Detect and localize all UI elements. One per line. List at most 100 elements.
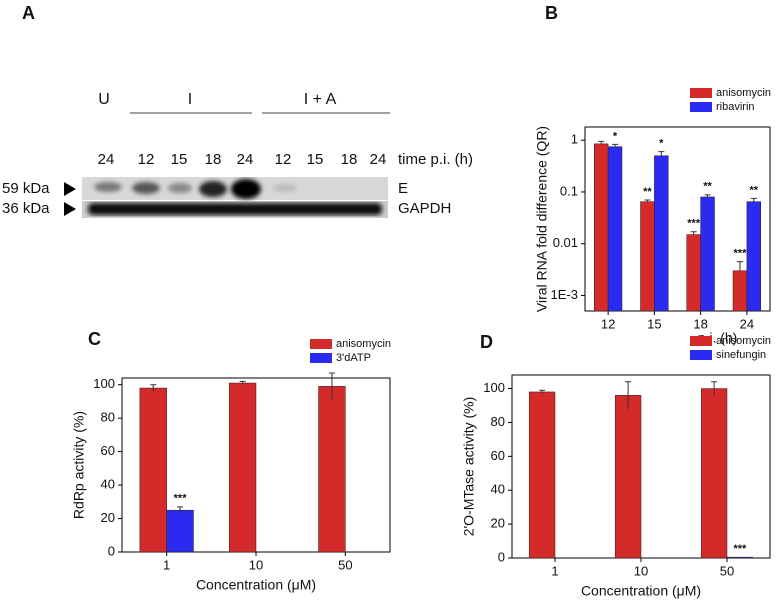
bands bbox=[94, 179, 297, 199]
y-axis-label: Viral RNA fold difference (QR) bbox=[534, 126, 550, 312]
x-tick-label: 1 bbox=[551, 563, 558, 578]
y-tick-label: 40 bbox=[491, 482, 505, 497]
bar bbox=[732, 270, 748, 312]
significance: * bbox=[659, 138, 664, 150]
arrow bbox=[64, 202, 76, 216]
bar bbox=[607, 146, 623, 312]
panel-label: D bbox=[480, 332, 493, 352]
y-tick-label: 100 bbox=[483, 380, 505, 395]
row-name: GAPDH bbox=[398, 200, 451, 217]
y-tick-label: 60 bbox=[491, 448, 505, 463]
bar bbox=[640, 201, 655, 312]
significance: *** bbox=[174, 493, 188, 505]
error-bar bbox=[612, 143, 619, 147]
x-tick-label: 15 bbox=[647, 316, 661, 331]
error-bar bbox=[750, 197, 757, 202]
error-bar bbox=[690, 231, 697, 235]
error-bar bbox=[658, 151, 665, 156]
y-tick-label: 1E-3 bbox=[551, 287, 578, 302]
y-tick-label: 40 bbox=[101, 477, 115, 492]
significance: * bbox=[613, 130, 618, 142]
error-bar bbox=[150, 384, 157, 392]
panel-label: B bbox=[545, 3, 558, 23]
row-size: 36 kDa bbox=[2, 200, 50, 217]
x-tick-label: 50 bbox=[720, 563, 734, 578]
bar bbox=[746, 201, 761, 312]
arrow bbox=[64, 182, 76, 196]
group-label: U bbox=[98, 91, 110, 108]
error-bar bbox=[328, 372, 335, 400]
significance: ** bbox=[750, 184, 759, 196]
bar bbox=[228, 382, 257, 553]
row-name: E bbox=[398, 180, 408, 197]
bar bbox=[686, 234, 701, 312]
y-tick-label: 100 bbox=[93, 376, 115, 391]
panel-label: C bbox=[88, 329, 101, 349]
x-tick-label: 50 bbox=[338, 557, 352, 572]
legend-swatch bbox=[690, 350, 712, 360]
x-tick-label: 1 bbox=[163, 557, 170, 572]
y-tick-label: 80 bbox=[101, 410, 115, 425]
lane-label: 24 bbox=[98, 151, 115, 168]
error-bar bbox=[625, 381, 632, 409]
y-axis-label: RdRp activity (%) bbox=[71, 411, 87, 519]
lane-label: 15 bbox=[307, 151, 324, 168]
significance: *** bbox=[733, 543, 747, 555]
bar bbox=[614, 395, 642, 559]
error-bar bbox=[598, 140, 605, 144]
error-bar bbox=[539, 389, 546, 394]
lane-label: 24 bbox=[370, 151, 387, 168]
x-tick-label: 12 bbox=[601, 316, 615, 331]
bar bbox=[528, 391, 556, 559]
y-tick-label: 60 bbox=[101, 443, 115, 458]
y-tick-label: 20 bbox=[491, 516, 505, 531]
y-tick-label: 0.01 bbox=[553, 235, 578, 250]
lane-label: 18 bbox=[341, 151, 358, 168]
bar bbox=[654, 155, 669, 312]
y-tick-label: 1 bbox=[571, 132, 578, 147]
lane-label: 12 bbox=[275, 151, 292, 168]
significance: *** bbox=[687, 218, 701, 230]
legend-swatch bbox=[690, 336, 712, 346]
error-bar bbox=[711, 381, 718, 396]
group-label: I + A bbox=[304, 91, 337, 108]
row-size: 59 kDa bbox=[2, 180, 50, 197]
lane-label: 18 bbox=[205, 151, 222, 168]
x-tick-label: 10 bbox=[634, 563, 648, 578]
significance: *** bbox=[734, 248, 748, 260]
significance: ** bbox=[643, 186, 652, 198]
x-tick-label: 10 bbox=[249, 557, 263, 572]
bar bbox=[700, 388, 728, 559]
y-tick-label: 0.1 bbox=[560, 183, 578, 198]
lane-label: 15 bbox=[171, 151, 188, 168]
error-bar bbox=[644, 199, 651, 202]
bar bbox=[318, 386, 346, 553]
error-bar bbox=[704, 194, 711, 197]
group-label: I bbox=[188, 91, 192, 108]
x-tick-label: 24 bbox=[740, 316, 754, 331]
error-bar bbox=[736, 261, 743, 271]
y-axis-label: 2'O-MTase activity (%) bbox=[461, 397, 477, 537]
legend-swatch bbox=[690, 102, 712, 112]
x-axis-label: Concentration (μM) bbox=[196, 577, 316, 593]
x-axis-label: Concentration (μM) bbox=[581, 583, 701, 599]
error-bar bbox=[239, 380, 246, 385]
legend-swatch bbox=[310, 353, 332, 363]
bar bbox=[166, 509, 194, 553]
bar bbox=[594, 143, 609, 312]
legend-swatch bbox=[690, 88, 712, 98]
legend-label: 3'dATP bbox=[336, 352, 371, 364]
lane-label: 12 bbox=[138, 151, 155, 168]
y-tick-label: 0 bbox=[108, 543, 115, 558]
x-tick-label: 18 bbox=[693, 316, 707, 331]
y-tick-label: 20 bbox=[101, 510, 115, 525]
bar bbox=[139, 387, 167, 553]
bar bbox=[726, 556, 754, 559]
y-tick-label: 0 bbox=[498, 549, 505, 564]
lane-label: 24 bbox=[237, 151, 254, 168]
bands bbox=[88, 203, 382, 215]
panel-label: A bbox=[22, 3, 35, 23]
y-tick-label: 80 bbox=[491, 414, 505, 429]
bar bbox=[700, 196, 715, 312]
